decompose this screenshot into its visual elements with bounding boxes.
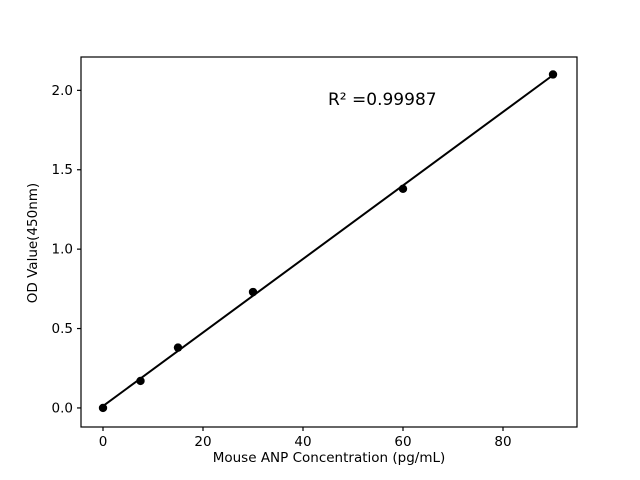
y-axis-ticks: 0.0 0.5 1.0 1.5 2.0 bbox=[52, 83, 81, 416]
data-point bbox=[398, 184, 408, 194]
r-squared-annotation: R² =0.99987 bbox=[328, 90, 437, 110]
data-points-group bbox=[98, 70, 558, 413]
data-point bbox=[248, 287, 258, 297]
x-tick-label: 40 bbox=[294, 434, 311, 450]
x-tick-label: 60 bbox=[394, 434, 411, 450]
data-point bbox=[173, 343, 183, 352]
x-tick-label: 80 bbox=[494, 434, 511, 450]
x-axis-label: Mouse ANP Concentration (pg/mL) bbox=[212, 450, 446, 466]
trend-line-group bbox=[102, 74, 554, 408]
y-tick-label: 2.0 bbox=[52, 83, 73, 99]
x-axis-ticks: 0 20 40 60 80 bbox=[99, 427, 512, 450]
y-tick-label: 1.5 bbox=[52, 162, 73, 178]
y-tick-label: 0.0 bbox=[52, 400, 73, 416]
data-point bbox=[548, 70, 558, 79]
fitted-line bbox=[102, 74, 554, 408]
y-tick-label: 1.0 bbox=[52, 242, 73, 258]
x-tick-label: 20 bbox=[194, 434, 211, 450]
y-tick-label: 0.5 bbox=[52, 321, 73, 337]
data-point bbox=[136, 376, 145, 386]
plot-border bbox=[80, 56, 578, 428]
y-axis-label: OD Value(450nm) bbox=[25, 182, 41, 304]
x-tick-label: 0 bbox=[99, 434, 108, 450]
data-point bbox=[98, 403, 108, 413]
